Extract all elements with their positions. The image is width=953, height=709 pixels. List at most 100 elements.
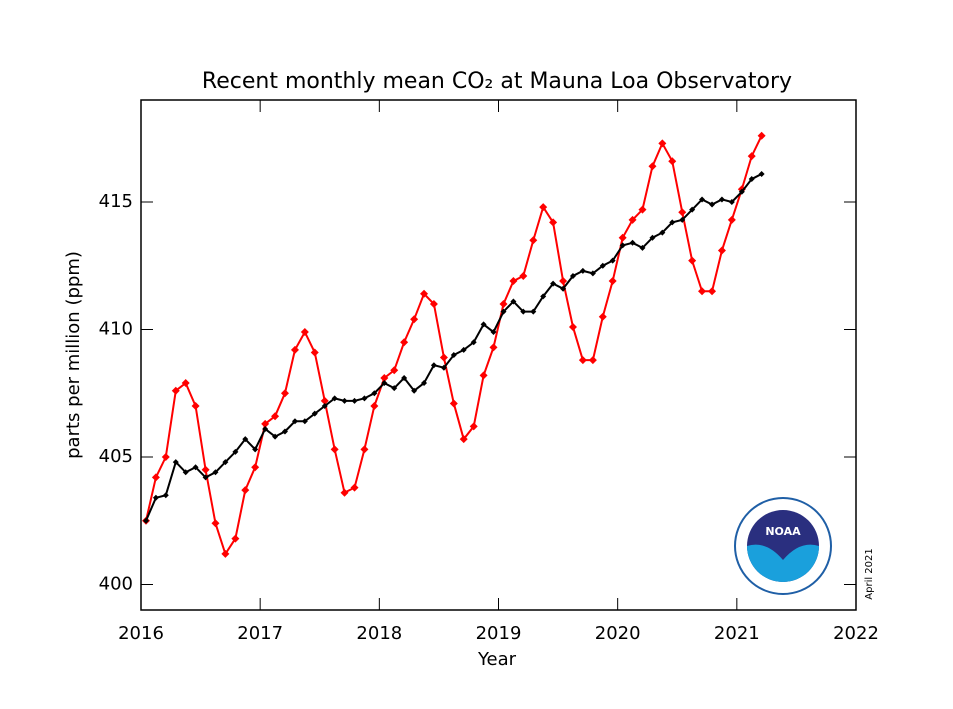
data-point [470,339,477,346]
data-point [231,534,240,543]
data-point [559,277,568,286]
data-point [161,453,170,461]
data-point [390,366,399,375]
data-point [351,397,358,404]
data-point [380,373,389,382]
data-point [449,399,458,408]
data-point [619,242,626,249]
data-point [280,389,289,398]
data-point [221,549,230,558]
data-point [420,289,429,298]
data-point [361,395,368,402]
data-point [430,362,437,369]
data-point [688,256,697,265]
data-point [500,308,507,315]
data-point [648,162,657,171]
data-point [242,436,249,443]
x-tick-label: 2017 [237,623,283,644]
data-point [192,464,199,471]
data-point [728,199,735,205]
data-point [589,270,596,277]
data-point [520,308,527,315]
data-point [370,402,379,410]
data-point [350,483,359,492]
x-tick-label: 2019 [476,623,522,644]
x-axis-label: Year [477,649,517,670]
x-tick-label: 2021 [714,623,760,644]
data-point [341,397,348,404]
data-point [241,486,250,495]
data-point [202,474,209,481]
y-tick-label: 410 [99,319,133,340]
x-tick-label: 2020 [595,623,641,644]
data-point [301,418,308,425]
data-point [699,196,706,203]
data-point [658,139,667,148]
data-point [639,244,646,251]
data-point [400,338,409,347]
data-point [509,277,518,286]
data-point [212,469,219,476]
data-point [281,428,288,435]
data-point [152,494,159,501]
data-point [300,328,309,337]
data-point [489,343,498,352]
data-point [638,205,647,214]
x-tick-label: 2016 [118,623,164,644]
x-tick-label: 2018 [356,623,402,644]
data-point [550,280,557,287]
data-point [321,403,328,409]
data-point [311,410,318,417]
y-tick-label: 405 [99,446,133,467]
data-point [618,233,627,242]
noaa-logo: NOAA [734,497,832,595]
data-point [519,271,528,280]
data-point [290,345,299,354]
series-line [145,135,763,557]
data-point [272,433,279,440]
data-point [649,234,656,241]
data-point [738,188,745,195]
data-point [232,448,239,455]
data-point [718,196,725,203]
data-point [748,176,755,183]
data-point [560,285,567,292]
data-point [569,272,576,279]
data-point [421,380,428,387]
data-point [530,308,537,315]
data-point [410,315,419,324]
y-tick-label: 400 [99,574,133,595]
data-point [371,390,378,397]
logo-bottom [747,544,819,582]
data-point [668,157,677,166]
data-point [579,267,586,274]
chart-title: Recent monthly mean CO₂ at Mauna Loa Obs… [202,69,792,94]
data-point [450,352,457,358]
data-point [529,236,538,245]
data-point [490,329,497,336]
data-point [439,353,448,362]
data-point [251,463,260,472]
data-point [340,488,349,497]
data-point [330,445,339,454]
data-point [568,322,577,331]
data-point [669,219,676,226]
data-point [151,473,160,482]
data-point [171,386,180,395]
data-point [262,425,269,432]
data-point [360,445,369,454]
data-point [291,418,298,425]
data-point [331,395,338,402]
data-point [172,459,179,466]
data-point [727,215,736,224]
data-point [222,459,229,466]
data-point [689,206,696,213]
data-point [698,287,707,296]
series-line [145,173,763,522]
y-tick-label: 415 [99,191,133,212]
data-point [709,201,716,208]
data-point [261,419,270,428]
data-point [708,287,717,296]
data-point [411,387,418,394]
data-point [469,422,478,431]
